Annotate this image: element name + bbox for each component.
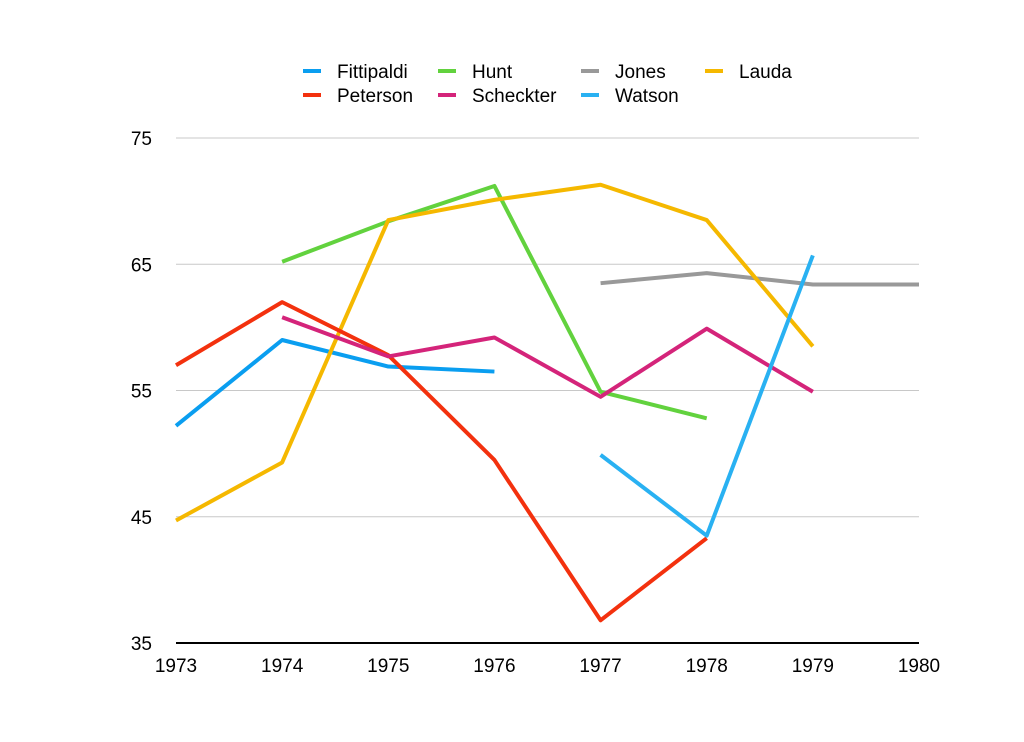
- series-line-peterson: [174, 300, 708, 623]
- x-tick-label: 1975: [367, 656, 409, 677]
- series-fittipaldi: [174, 338, 495, 428]
- legend-label: Hunt: [472, 62, 513, 83]
- series-lines: [174, 182, 919, 623]
- x-tick-label: 1977: [579, 656, 621, 677]
- legend-label: Lauda: [739, 62, 792, 83]
- x-tick-label: 1980: [898, 656, 940, 677]
- legend-label: Watson: [615, 86, 679, 107]
- y-tick-label: 45: [131, 508, 152, 529]
- legend-item-hunt: Hunt: [438, 62, 513, 83]
- legend-item-jones: Jones: [581, 62, 666, 83]
- series-scheckter: [281, 315, 814, 399]
- legend-item-fittipaldi: Fittipaldi: [303, 62, 408, 83]
- legend-item-lauda: Lauda: [705, 62, 792, 83]
- series-peterson: [174, 300, 708, 623]
- x-tick-label: 1979: [792, 656, 834, 677]
- legend-item-watson: Watson: [581, 86, 679, 107]
- series-line-watson: [599, 254, 815, 538]
- series-lauda: [175, 182, 815, 523]
- series-watson: [599, 254, 815, 538]
- x-tick-label: 1973: [155, 656, 197, 677]
- series-line-jones: [600, 271, 919, 287]
- legend-label: Jones: [615, 62, 666, 83]
- series-line-fittipaldi: [174, 338, 495, 428]
- legend-item-scheckter: Scheckter: [438, 86, 557, 107]
- series-line-hunt: [281, 183, 708, 421]
- legend: Fittipaldi Hunt Jones Lauda Peterson Scheckte…: [303, 62, 792, 107]
- series-line-scheckter: [281, 315, 814, 399]
- legend-label: Peterson: [337, 86, 413, 107]
- legend-label: Scheckter: [472, 86, 557, 107]
- y-axis-tick-labels: 35 45 55 65 75: [131, 129, 152, 655]
- legend-label: Fittipaldi: [337, 62, 408, 83]
- y-tick-label: 55: [131, 382, 152, 403]
- series-hunt: [281, 183, 708, 421]
- x-tick-label: 1976: [473, 656, 515, 677]
- legend-item-peterson: Peterson: [303, 86, 413, 107]
- x-tick-label: 1974: [261, 656, 304, 677]
- series-jones: [600, 271, 919, 287]
- series-line-lauda: [175, 182, 815, 523]
- gridlines: [176, 137, 919, 644]
- y-tick-label: 75: [131, 129, 152, 150]
- x-axis-tick-labels: 1973 1974 1975 1976 1977 1978 1979 1980: [155, 656, 940, 677]
- y-tick-label: 65: [131, 255, 152, 276]
- x-tick-label: 1978: [686, 656, 728, 677]
- y-tick-label: 35: [131, 634, 152, 655]
